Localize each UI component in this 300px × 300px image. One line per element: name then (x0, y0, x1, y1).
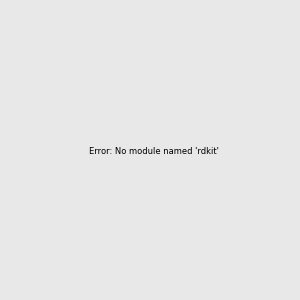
Text: Error: No module named 'rdkit': Error: No module named 'rdkit' (89, 147, 219, 156)
